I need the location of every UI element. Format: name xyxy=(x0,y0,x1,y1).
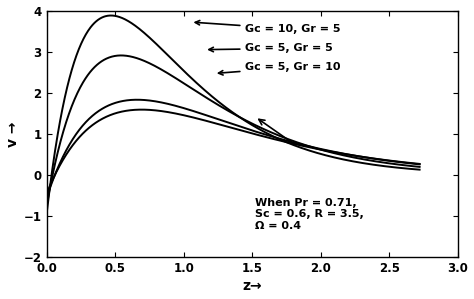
Y-axis label: v →: v → xyxy=(6,121,19,147)
Text: Gc = 5, Gr = 5: Gc = 5, Gr = 5 xyxy=(209,43,333,54)
Text: When Pr = 0.71,
Sc = 0.6, R = 3.5,
Ω = 0.4: When Pr = 0.71, Sc = 0.6, R = 3.5, Ω = 0… xyxy=(255,198,364,231)
Text: Gc = 5, Gr = 10: Gc = 5, Gr = 10 xyxy=(219,62,341,75)
Text: Gc = 10, Gr = 5: Gc = 10, Gr = 5 xyxy=(195,20,341,34)
X-axis label: z→: z→ xyxy=(243,280,262,293)
